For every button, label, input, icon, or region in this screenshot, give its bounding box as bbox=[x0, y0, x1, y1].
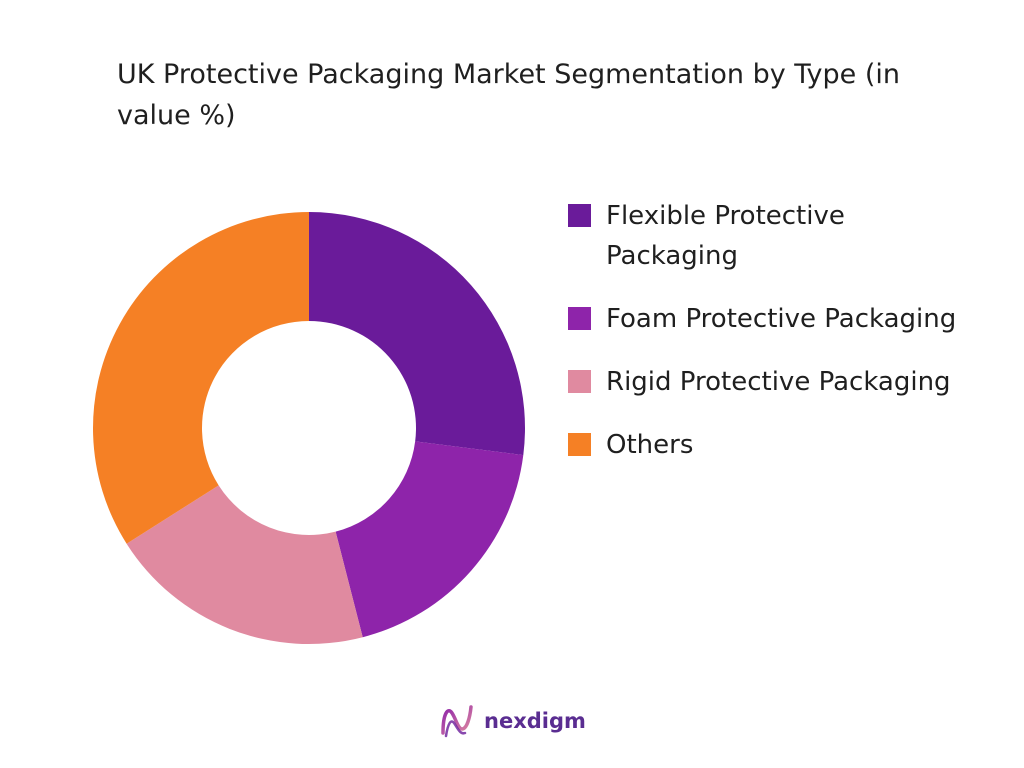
legend-label-others: Others bbox=[606, 430, 694, 460]
donut-slice-flexible bbox=[309, 212, 525, 456]
legend-label-foam: Foam Protective Packaging bbox=[606, 304, 957, 334]
donut-slice-others bbox=[93, 212, 310, 544]
nexdigm-logo-icon bbox=[441, 705, 473, 738]
legend-item-flexible: Flexible Protective Packaging bbox=[568, 196, 1020, 276]
legend-swatch-others bbox=[568, 433, 591, 456]
brand-logo: nexdigm bbox=[440, 703, 586, 739]
legend-swatch-foam bbox=[568, 307, 591, 330]
donut-slice-foam bbox=[335, 441, 524, 638]
legend-swatch-flexible bbox=[568, 204, 591, 227]
legend-swatch-rigid bbox=[568, 370, 591, 393]
legend-label-rigid: Rigid Protective Packaging bbox=[606, 367, 951, 397]
legend-item-foam: Foam Protective Packaging bbox=[568, 299, 1020, 339]
chart-title: UK Protective Packaging Market Segmentat… bbox=[117, 59, 901, 131]
legend-item-rigid: Rigid Protective Packaging bbox=[568, 362, 1020, 402]
legend-item-others: Others bbox=[568, 425, 1020, 465]
donut-slice-rigid bbox=[126, 485, 363, 644]
chart-legend: Flexible Protective Packaging Foam Prote… bbox=[568, 196, 1020, 488]
legend-label-flexible: Flexible Protective Packaging bbox=[606, 201, 845, 271]
brand-name: nexdigm bbox=[484, 709, 586, 733]
